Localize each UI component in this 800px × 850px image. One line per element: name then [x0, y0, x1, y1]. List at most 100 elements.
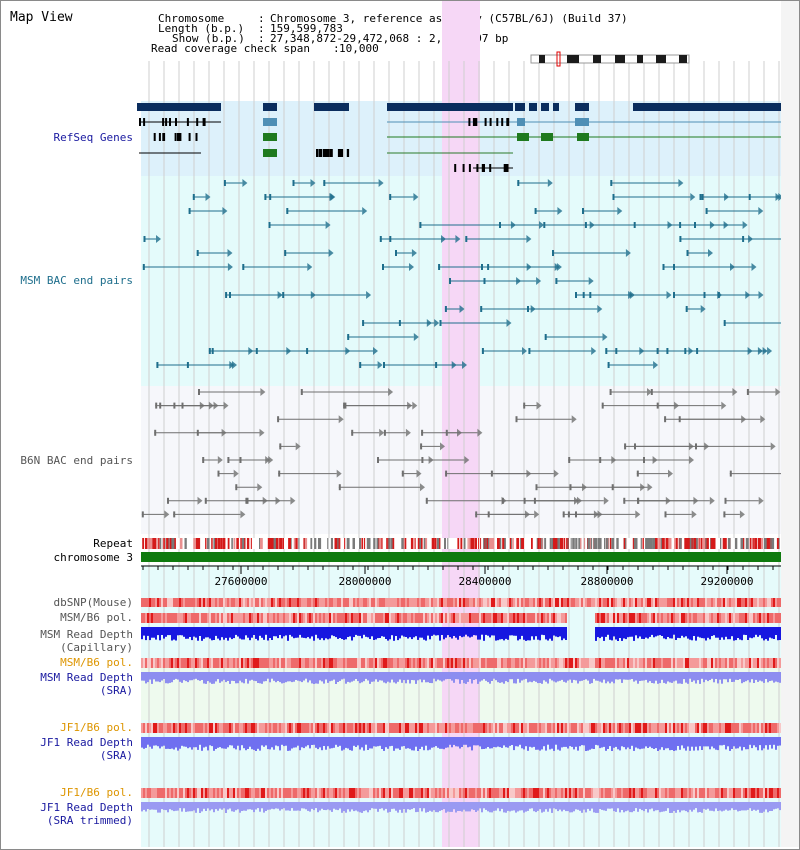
- repeat-mark: [599, 538, 602, 549]
- jf1-b6-pol-heat: [421, 723, 423, 733]
- jf1-b6-pol-heat-2: [585, 788, 587, 798]
- jf1-read-depth-sra-bar: [181, 737, 183, 746]
- msm-read-depth-cap-bar: [159, 627, 161, 641]
- msm-b6-pol-heat-2: [725, 658, 727, 668]
- msm-read-depth-cap-bar: [683, 627, 685, 638]
- jf1-b6-pol-heat-2: [337, 788, 339, 798]
- jf1-read-depth-sra-bar: [613, 737, 615, 748]
- header-chromosome-label: Chromosome: [158, 12, 225, 25]
- track-label-msm-b6-pol-2[interactable]: MSM/B6 pol.: [60, 656, 133, 669]
- jf1-b6-pol-heat: [185, 723, 187, 733]
- msm-read-depth-cap-bar: [611, 627, 613, 641]
- jf1-read-depth-sra-bar: [463, 737, 465, 745]
- msm-read-depth-cap-bar: [701, 627, 703, 639]
- jf1-b6-pol-heat-2: [545, 788, 547, 798]
- msm-b6-pol-heat: [427, 613, 429, 623]
- msm-bac-pair-end: [286, 208, 289, 214]
- jf1-b6-pol-heat: [259, 723, 261, 733]
- track-label-jf1-b6-pol-1[interactable]: JF1/B6 pol.: [60, 721, 133, 734]
- track-label-msm-bac[interactable]: MSM BAC end pairs: [20, 274, 133, 287]
- msm-b6-pol-heat: [301, 613, 303, 623]
- jf1-read-depth-trim-bar: [355, 802, 357, 811]
- msm-b6-pol-heat: [685, 613, 687, 623]
- track-label-chromosome[interactable]: chromosome 3: [53, 551, 133, 564]
- jf1-read-depth-trim-bar: [707, 802, 709, 809]
- jf1-b6-pol-heat: [283, 723, 285, 733]
- jf1-b6-pol-heat: [195, 723, 197, 733]
- msm-b6-pol-heat: [335, 613, 337, 623]
- msm-bac-pair-end: [483, 278, 486, 284]
- track-label-refseq-genes[interactable]: RefSeq Genes: [53, 131, 133, 144]
- dbsnp-heat: [153, 598, 155, 607]
- jf1-b6-pol-heat: [177, 723, 179, 733]
- track-label-msm-read-depth-sra[interactable]: MSM Read Depth: [40, 671, 133, 684]
- msm-read-depth-cap-bar: [313, 627, 315, 641]
- track-label-jf1-read-depth-sra[interactable]: JF1 Read Depth: [40, 736, 133, 749]
- jf1-read-depth-trim-bar: [201, 802, 203, 812]
- msm-bac-pair-end: [188, 208, 191, 214]
- jf1-read-depth-trim-bar: [671, 802, 673, 813]
- track-label-dbsnp[interactable]: dbSNP(Mouse): [53, 596, 133, 609]
- msm-bac-pair-arrow: [526, 235, 532, 243]
- msm-b6-pol-heat: [255, 613, 257, 623]
- jf1-read-depth-sra-bar: [615, 737, 617, 747]
- msm-b6-pol-heat: [719, 613, 721, 623]
- jf1-b6-pol-heat-2: [487, 788, 489, 798]
- dbsnp-heat: [557, 598, 559, 607]
- track-label-jf1-b6-pol-2[interactable]: JF1/B6 pol.: [60, 786, 133, 799]
- jf1-b6-pol-heat: [679, 723, 681, 733]
- msm-read-depth-sra-bar: [309, 672, 311, 681]
- jf1-read-depth-trim-bar: [203, 802, 205, 809]
- jf1-read-depth-sra-bar: [575, 737, 577, 747]
- dbsnp-heat: [643, 598, 645, 607]
- msm-read-depth-sra-bar: [533, 672, 535, 681]
- msm-b6-pol-heat-2: [519, 658, 521, 668]
- jf1-b6-pol-heat-2: [339, 788, 341, 798]
- track-label-b6n-bac[interactable]: B6N BAC end pairs: [20, 454, 133, 467]
- msm-bac-pair-end: [705, 208, 708, 214]
- dbsnp-heat: [743, 598, 745, 607]
- track-label-msm-b6-pol-1[interactable]: MSM/B6 pol.: [60, 611, 133, 624]
- jf1-read-depth-trim-bar: [585, 802, 587, 813]
- track-label-jf1-read-depth-trimmed[interactable]: JF1 Read Depth: [40, 801, 133, 814]
- b6n-bac-pair-end: [227, 457, 230, 463]
- msm-b6-pol-heat: [731, 613, 733, 623]
- msm-b6-pol-heat-2: [749, 658, 751, 668]
- repeat-mark: [373, 538, 376, 549]
- jf1-b6-pol-heat-2: [617, 788, 619, 798]
- dbsnp-heat: [531, 598, 533, 607]
- dbsnp-heat: [221, 598, 223, 607]
- msm-read-depth-sra-bar: [661, 672, 663, 680]
- jf1-b6-pol-heat-2: [205, 788, 207, 798]
- msm-b6-pol-heat-2: [681, 658, 683, 668]
- msm-b6-pol-heat: [321, 613, 323, 623]
- ideogram-band: [615, 55, 625, 63]
- dbsnp-heat: [529, 598, 531, 607]
- msm-b6-pol-heat-2: [353, 658, 355, 668]
- b6n-bac-pair-arrow: [668, 469, 673, 478]
- jf1-read-depth-sra-bar: [453, 737, 455, 745]
- msm-b6-pol-heat-2: [391, 658, 393, 668]
- jf1-b6-pol-heat-2: [635, 788, 637, 798]
- track-label-repeat[interactable]: Repeat: [93, 537, 133, 550]
- track-label-msm-read-depth-cap[interactable]: MSM Read Depth: [40, 628, 133, 641]
- b6n-bac-pair-end: [235, 484, 238, 491]
- jf1-b6-pol-heat-2: [187, 788, 189, 798]
- jf1-read-depth-trim-bar: [725, 802, 727, 810]
- msm-read-depth-sra-bar: [443, 672, 445, 681]
- jf1-b6-pol-heat: [523, 723, 525, 733]
- jf1-b6-pol-heat: [151, 723, 153, 733]
- msm-read-depth-cap-bar: [287, 627, 289, 641]
- jf1-b6-pol-heat: [729, 723, 731, 733]
- jf1-b6-pol-heat-2: [687, 788, 689, 798]
- msm-b6-pol-heat: [743, 613, 745, 623]
- jf1-b6-pol-heat-2: [153, 788, 155, 798]
- msm-read-depth-sra-bar: [493, 672, 495, 679]
- jf1-read-depth-sra-bar: [391, 737, 393, 746]
- msm-b6-pol-heat-2: [511, 658, 513, 668]
- msm-read-depth-cap-bar: [169, 627, 171, 636]
- jf1-b6-pol-heat: [469, 723, 471, 733]
- refseq-exon: [179, 133, 182, 141]
- msm-b6-pol-heat-2: [727, 658, 729, 668]
